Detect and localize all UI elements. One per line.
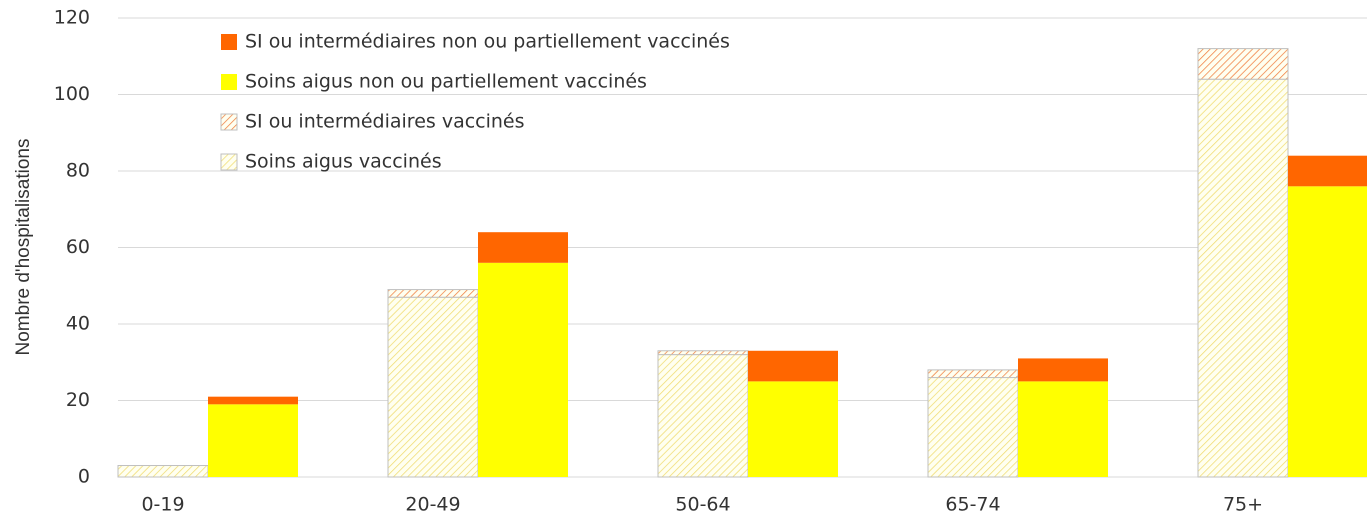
legend-swatch xyxy=(221,34,237,50)
bar-segment xyxy=(927,377,1019,478)
bar-segment xyxy=(478,262,568,477)
y-tick-label: 60 xyxy=(66,236,90,258)
legend-label: Soins aigus non ou partiellement vacciné… xyxy=(245,71,647,93)
bar-segment xyxy=(117,465,209,478)
x-tick-label: 65-74 xyxy=(945,494,1000,516)
bar-segment xyxy=(387,296,479,478)
bar-segment xyxy=(208,396,298,405)
legend-label: Soins aigus vaccinés xyxy=(245,151,442,173)
bar-segment xyxy=(1197,48,1289,80)
bar-segment xyxy=(1197,78,1289,478)
y-tick-label: 20 xyxy=(66,389,90,411)
bar-segment xyxy=(208,404,298,477)
y-tick-label: 120 xyxy=(54,7,90,29)
bar-segment xyxy=(1018,358,1108,382)
x-tick-label: 20-49 xyxy=(405,494,460,516)
x-tick-label: 0-19 xyxy=(141,494,184,516)
bar-segment xyxy=(1018,381,1108,477)
legend-label: SI ou intermédiaires vaccinés xyxy=(245,111,525,133)
bar-segment xyxy=(1288,186,1367,478)
x-tick-label: 75+ xyxy=(1223,494,1263,516)
y-tick-label: 0 xyxy=(78,466,90,488)
legend-swatch xyxy=(221,74,237,90)
y-axis-label: Nombre d'hospitalisations xyxy=(13,139,34,356)
bar-segment xyxy=(748,381,838,477)
legend-swatch xyxy=(220,113,238,131)
legend-label: SI ou intermédiaires non ou partiellemen… xyxy=(245,31,730,53)
bar-segment xyxy=(748,350,838,382)
bar-segment xyxy=(387,289,479,298)
bar-segment xyxy=(657,350,749,356)
bar-segment xyxy=(927,369,1019,379)
y-tick-label: 100 xyxy=(54,83,90,105)
bar-segment xyxy=(478,232,568,263)
y-tick-label: 40 xyxy=(66,313,90,335)
bar-segment xyxy=(657,354,749,478)
bar-segment xyxy=(1288,155,1367,187)
legend-swatch xyxy=(220,153,238,171)
y-tick-label: 80 xyxy=(66,160,90,182)
x-tick-label: 50-64 xyxy=(675,494,730,516)
